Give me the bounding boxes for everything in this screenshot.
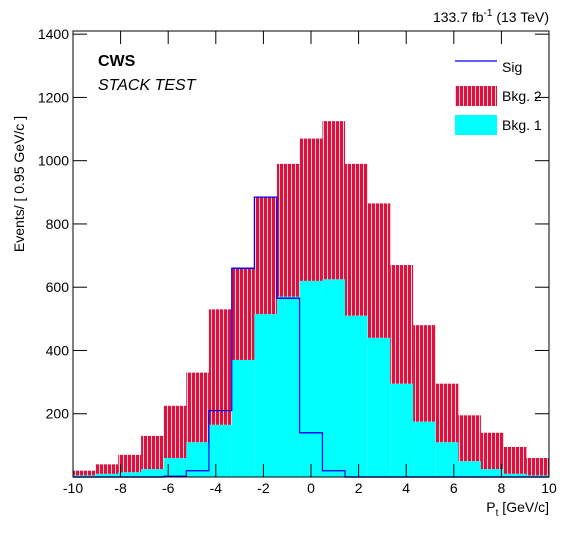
- bar: [118, 472, 142, 477]
- legend-label: Bkg. 1: [502, 117, 542, 133]
- bar: [231, 268, 255, 360]
- bar: [299, 138, 323, 281]
- lumi-sup: -1: [484, 8, 493, 19]
- legend-label: Bkg. 2: [502, 88, 542, 104]
- x-tick-label: 4: [402, 480, 410, 496]
- bar: [95, 464, 119, 474]
- bar: [163, 405, 187, 459]
- y-tick-label: 1400: [38, 26, 69, 42]
- bar: [458, 415, 481, 462]
- x-label-main: P: [486, 499, 495, 515]
- x-tick-label: 0: [307, 480, 315, 496]
- bar: [254, 314, 277, 477]
- bar: [345, 163, 368, 316]
- bar: [322, 121, 346, 280]
- bar: [390, 265, 414, 384]
- legend-swatch: [455, 86, 497, 106]
- y-tick-label: 800: [46, 216, 70, 232]
- bar: [163, 458, 187, 477]
- x-tick-label: -6: [162, 480, 175, 496]
- y-tick-label: 600: [46, 279, 70, 295]
- bar: [276, 163, 300, 297]
- bar: [73, 475, 96, 477]
- bar: [526, 475, 549, 477]
- x-tick-label: 6: [450, 480, 458, 496]
- x-tick-label: 2: [355, 480, 363, 496]
- y-tick-label: 200: [46, 406, 70, 422]
- x-tick-label: -10: [63, 480, 83, 496]
- bar: [186, 442, 209, 477]
- y-axis-label: Events/ [ 0.95 GeV/c ]: [11, 116, 27, 252]
- bar: [276, 296, 300, 477]
- y-tick-label: 1200: [38, 89, 69, 105]
- bar: [390, 383, 414, 477]
- bar: [231, 359, 255, 477]
- bar: [254, 197, 277, 315]
- bar: [208, 424, 232, 477]
- lumi-suffix: (13 TeV): [492, 9, 549, 25]
- bar: [208, 309, 232, 425]
- legend-label: Sig: [502, 59, 522, 75]
- bar: [413, 421, 436, 477]
- bar: [503, 446, 527, 474]
- bar: [118, 454, 142, 473]
- bar: [73, 470, 96, 476]
- bar: [95, 473, 119, 477]
- x-tick-label: -8: [114, 480, 127, 496]
- bar: [503, 473, 527, 477]
- plot-area: [73, 121, 549, 478]
- bar: [345, 315, 368, 477]
- bar: [141, 469, 164, 477]
- bar: [367, 203, 391, 338]
- x-tick-label: -2: [257, 480, 270, 496]
- bar: [299, 280, 323, 477]
- bar: [435, 442, 459, 477]
- label-italic: STACK TEST: [98, 77, 197, 94]
- x-tick-label: 8: [498, 480, 506, 496]
- x-axis-label: Pt [GeV/c]: [486, 499, 549, 519]
- bar: [141, 435, 164, 470]
- bar: [480, 432, 504, 470]
- x-label-sub: t: [496, 508, 499, 519]
- bar: [367, 337, 391, 477]
- x-tick-label: -4: [210, 480, 223, 496]
- bar: [526, 458, 549, 476]
- y-tick-label: 400: [46, 342, 70, 358]
- label-bold: CWS: [98, 53, 136, 70]
- legend-swatch: [455, 115, 497, 135]
- bar: [186, 372, 209, 443]
- bar: [413, 325, 436, 422]
- x-tick-label: 10: [541, 480, 557, 496]
- x-label-unit: [GeV/c]: [498, 499, 549, 515]
- lumi-text: 133.7 fb: [433, 9, 484, 25]
- bar: [435, 383, 459, 443]
- y-tick-label: 1000: [38, 153, 69, 169]
- bar: [322, 279, 346, 477]
- bar: [480, 469, 504, 477]
- lumi-label: 133.7 fb-1 (13 TeV): [433, 8, 549, 25]
- bar: [458, 461, 481, 477]
